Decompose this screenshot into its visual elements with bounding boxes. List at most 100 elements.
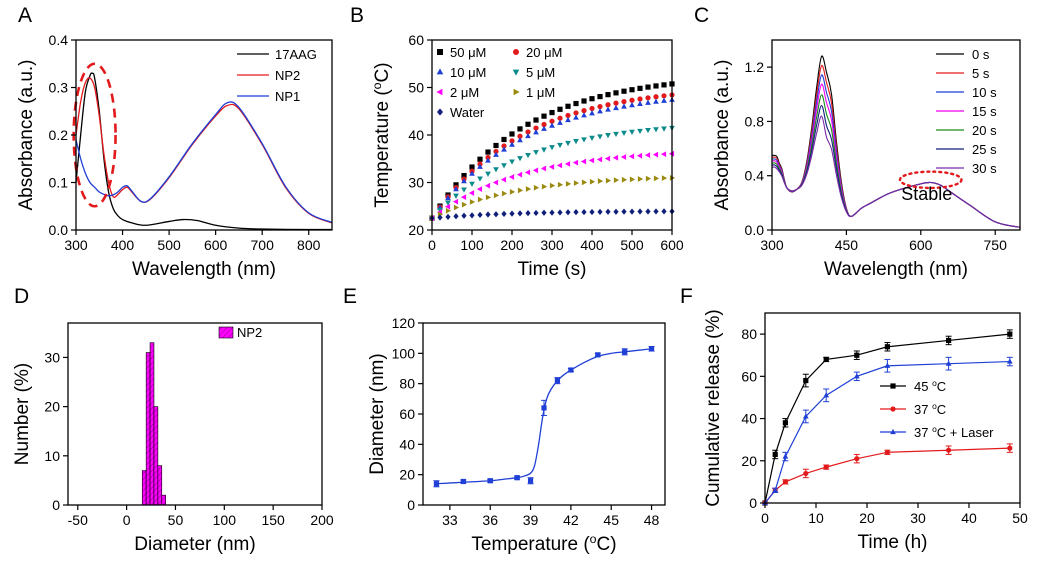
data-point (782, 479, 789, 485)
data-point (595, 352, 601, 358)
data-point (453, 186, 459, 192)
data-point (621, 88, 627, 94)
data-point (508, 174, 515, 180)
data-point (469, 164, 475, 170)
legend-marker (890, 428, 896, 435)
data-point (525, 121, 531, 127)
data-point (445, 213, 451, 220)
data-point (581, 108, 587, 114)
x-axis-label: Diameter (nm) (134, 534, 255, 555)
panel-label: D (14, 285, 29, 308)
data-point (645, 175, 652, 182)
data-point (565, 180, 572, 187)
data-point (469, 199, 476, 205)
legend-label-part: 37 (914, 425, 932, 440)
legend-label: NP2 (275, 68, 300, 83)
legend-marker (436, 68, 444, 75)
data-point (453, 182, 459, 188)
x-tick-label: 36 (482, 512, 498, 528)
x-tick-label: 700 (251, 237, 275, 253)
data-point (501, 190, 508, 197)
data-point (1006, 358, 1013, 364)
data-point (605, 92, 611, 98)
data-point (493, 167, 499, 173)
y-tick-label: 120 (392, 315, 416, 331)
data-point (580, 158, 587, 165)
data-point (597, 108, 603, 114)
data-point (945, 360, 952, 366)
legend-label-part: o (932, 378, 937, 388)
legend-label: NP1 (275, 89, 300, 104)
legend-label: NP2 (237, 325, 262, 340)
data-point (605, 106, 611, 112)
data-point (637, 176, 644, 182)
data-point (572, 159, 579, 166)
data-point (485, 194, 492, 201)
legend-marker (437, 108, 443, 116)
data-point (485, 211, 491, 218)
stable-ellipse (898, 170, 963, 190)
x-tick-label: 50 (1012, 510, 1028, 526)
data-point (653, 127, 659, 133)
data-point (517, 210, 523, 217)
data-point (597, 178, 604, 185)
data-point (565, 103, 571, 109)
x-tick-label: 500 (620, 237, 644, 253)
data-point (501, 143, 507, 149)
y-tick-label: 60 (399, 406, 415, 422)
data-point (853, 373, 860, 379)
legend-marker (890, 406, 896, 412)
data-point (477, 163, 483, 169)
series-line (764, 447, 1010, 504)
data-point (485, 149, 491, 155)
y-tick-label: 0.8 (745, 113, 765, 129)
data-point (445, 200, 451, 206)
x-tick-label: 33 (442, 512, 458, 528)
data-point (557, 209, 563, 216)
data-point (597, 93, 603, 100)
y-tick-label: 40 (399, 436, 415, 452)
data-point (823, 464, 829, 470)
data-point (645, 99, 651, 105)
data-point (573, 110, 579, 116)
data-point (644, 152, 651, 159)
data-point (514, 475, 520, 481)
data-point (573, 100, 579, 107)
legend-label: 20 s (972, 123, 997, 138)
data-point (484, 182, 491, 189)
data-point (525, 152, 531, 159)
data-point (517, 156, 523, 162)
data-point (461, 187, 467, 193)
panel-c: Stable 300 450 600 750 0.0 0.4 0.8 1.2 Wavelength… (694, 4, 1021, 280)
data-point (549, 118, 555, 124)
y-tick-label: 0.0 (745, 222, 765, 238)
data-point (645, 95, 651, 101)
data-point (613, 90, 619, 96)
legend-label: 5 s (972, 66, 990, 81)
legend-label-part: 45 (914, 379, 932, 394)
y-tick-label: 80 (399, 376, 415, 392)
data-point (509, 131, 515, 137)
data-point (782, 453, 789, 459)
y-tick-label: 0 (52, 497, 60, 513)
data-point (549, 209, 555, 216)
panel-a: 300 400 500 600 700 800 0.0 0.1 0.2 0.3 0.4 Wavelen… (16, 4, 333, 280)
legend-label-part: o (932, 424, 937, 434)
legend-label: 20 μM (526, 45, 562, 60)
data-point (629, 102, 635, 108)
series-line-17aag (76, 72, 332, 230)
data-point (803, 377, 809, 384)
x-axis-label-part: Temperature ( (471, 534, 590, 555)
data-point (661, 82, 667, 88)
x-tick-label: 30 (910, 510, 926, 526)
x-axis-label: Time (s) (518, 259, 587, 280)
stable-annotation: Stable (901, 184, 952, 204)
data-point (565, 140, 571, 147)
y-axis-label: Diameter (nm) (367, 353, 388, 474)
legend-label: Water (450, 105, 485, 120)
data-point (637, 208, 643, 215)
x-tick-label: 600 (660, 237, 684, 253)
data-point (501, 146, 507, 152)
y-tick-label: 0 (749, 495, 757, 511)
data-point (946, 447, 952, 453)
